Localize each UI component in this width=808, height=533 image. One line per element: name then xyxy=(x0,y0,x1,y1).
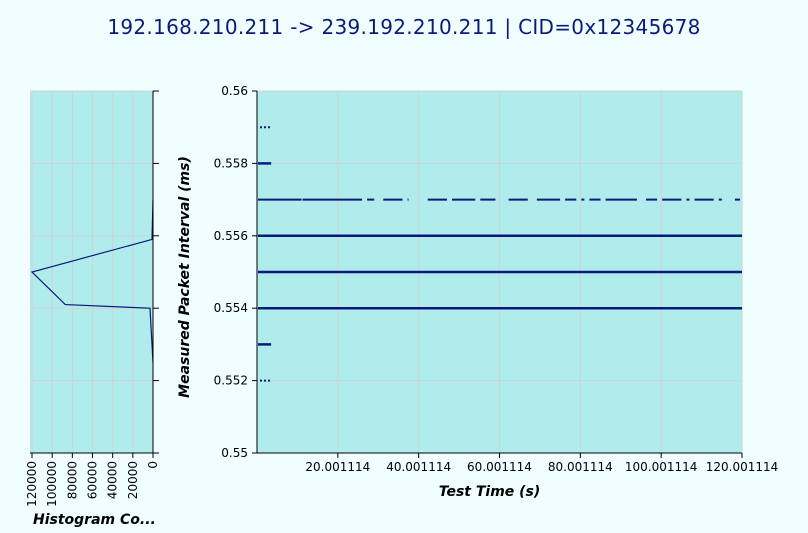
hist-x-tick-label: 0 xyxy=(146,461,160,469)
x-tick-label: 100.001114 xyxy=(625,460,698,474)
histogram-title: Histogram Co... xyxy=(33,512,156,528)
y-tick-label: 0.56 xyxy=(221,84,248,98)
main-plot: 20.001114 40.001114 60.001114 80.001114 100.… xyxy=(177,84,778,500)
y-tick-label: 0.558 xyxy=(214,156,248,170)
x-tick-label: 80.001114 xyxy=(548,460,613,474)
x-tick-label: 40.001114 xyxy=(386,460,451,474)
x-tick-label: 20.001114 xyxy=(305,460,370,474)
histogram-plot: 120000 100000 80000 60000 40000 20000 0 Histog… xyxy=(25,90,160,528)
histogram-line xyxy=(30,199,154,363)
chart-title: 192.168.210.211 -> 239.192.210.211 | CID… xyxy=(107,15,701,39)
hist-x-tick-label: 60000 xyxy=(86,461,100,499)
hist-x-tick-label: 40000 xyxy=(106,461,120,499)
main-series xyxy=(258,126,742,382)
hist-x-tick-label: 100000 xyxy=(45,461,59,507)
histogram-x-ticks: 120000 100000 80000 60000 40000 20000 0 xyxy=(25,453,160,507)
hist-x-tick-label: 20000 xyxy=(126,461,140,499)
x-tick-label: 60.001114 xyxy=(467,460,532,474)
histogram-series xyxy=(30,199,154,363)
histogram-plot-area xyxy=(30,91,153,453)
y-tick-label: 0.554 xyxy=(214,301,248,315)
main-x-ticks: 20.001114 40.001114 60.001114 80.001114 100.… xyxy=(305,453,778,474)
y-axis-label: Measured Packet Interval (ms) xyxy=(177,156,193,398)
hist-x-tick-label: 80000 xyxy=(65,461,79,499)
x-axis-label: Test Time (s) xyxy=(439,484,541,500)
x-tick-label: 120.001114 xyxy=(706,460,779,474)
y-tick-label: 0.55 xyxy=(221,446,248,460)
main-y-ticks: 0.55 0.552 0.554 0.556 0.558 0.56 xyxy=(214,84,257,460)
y-tick-label: 0.552 xyxy=(214,374,248,388)
y-tick-label: 0.556 xyxy=(214,229,248,243)
hist-x-tick-label: 120000 xyxy=(25,461,39,507)
